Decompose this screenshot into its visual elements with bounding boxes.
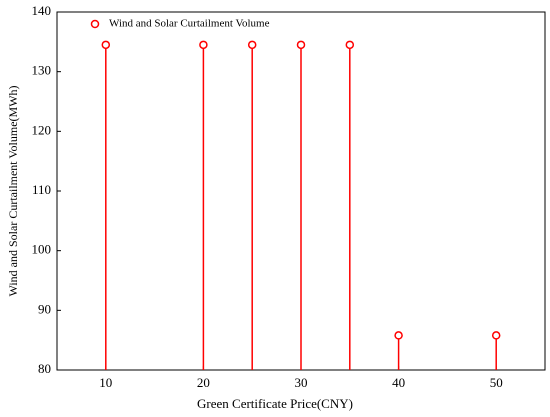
legend-label: Wind and Solar Curtailment Volume bbox=[109, 18, 270, 30]
y-axis-label: Wind and Solar Curtailment Volume(MWh) bbox=[6, 85, 20, 296]
y-tick-label: 140 bbox=[32, 3, 52, 18]
x-tick-label: 10 bbox=[99, 375, 112, 390]
y-tick-label: 110 bbox=[32, 182, 51, 197]
stem-marker bbox=[199, 40, 208, 50]
stem-marker bbox=[345, 40, 355, 50]
y-tick-label: 90 bbox=[38, 301, 51, 316]
y-tick-label: 100 bbox=[32, 242, 52, 257]
x-tick-label: 50 bbox=[490, 375, 503, 390]
stem-marker bbox=[247, 40, 257, 50]
stem-marker bbox=[491, 331, 501, 340]
x-tick-label: 30 bbox=[295, 375, 308, 390]
y-tick-label: 80 bbox=[38, 361, 51, 376]
x-axis-label: Green Certificate Price(CNY) bbox=[197, 396, 353, 411]
stem-marker bbox=[296, 40, 306, 50]
stem-marker bbox=[101, 40, 111, 50]
legend-marker bbox=[90, 19, 100, 29]
x-tick-label: 40 bbox=[392, 375, 405, 390]
x-tick-label: 20 bbox=[197, 375, 210, 390]
y-tick-label: 130 bbox=[32, 63, 52, 78]
stem-marker bbox=[394, 331, 403, 340]
y-tick-label: 120 bbox=[32, 122, 52, 137]
